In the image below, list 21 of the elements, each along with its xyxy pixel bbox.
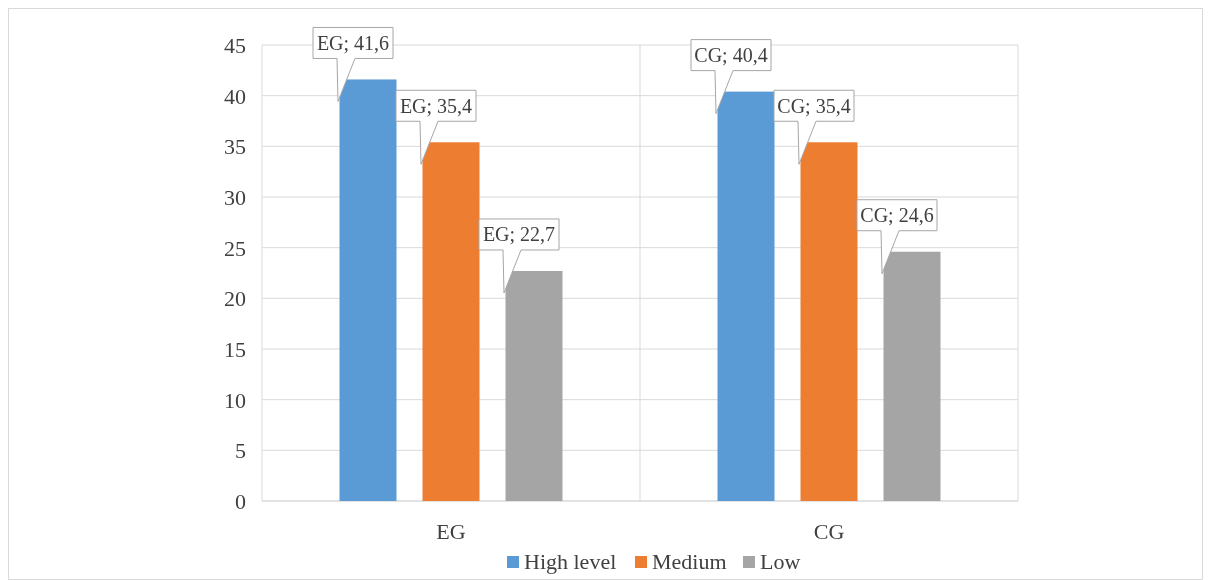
data-label: EG; 41,6 bbox=[316, 31, 390, 54]
x-tick-label: CG bbox=[813, 519, 845, 544]
y-tick-label: 15 bbox=[224, 337, 246, 362]
y-tick-label: 30 bbox=[224, 185, 246, 210]
legend-label: High level bbox=[524, 549, 617, 574]
data-label: CG; 35,4 bbox=[777, 94, 851, 117]
data-label: CG; 24,6 bbox=[860, 204, 934, 227]
x-tick-label: EG bbox=[436, 519, 466, 544]
y-tick-label: 20 bbox=[224, 286, 246, 312]
legend-label: Medium bbox=[652, 549, 727, 574]
y-tick-label: 45 bbox=[224, 33, 246, 58]
y-tick-label: 40 bbox=[224, 83, 246, 109]
y-tick-label: 35 bbox=[224, 134, 246, 160]
y-tick-label: 5 bbox=[235, 438, 246, 464]
y-tick-label: 0 bbox=[235, 489, 246, 514]
legend-label: Low bbox=[760, 549, 801, 574]
data-label: CG; 40,4 bbox=[694, 44, 768, 67]
data-label: EG; 22,7 bbox=[482, 223, 556, 246]
data-label: EG; 35,4 bbox=[399, 94, 473, 117]
y-tick-label: 10 bbox=[224, 387, 246, 413]
y-tick-label: 25 bbox=[224, 235, 246, 261]
